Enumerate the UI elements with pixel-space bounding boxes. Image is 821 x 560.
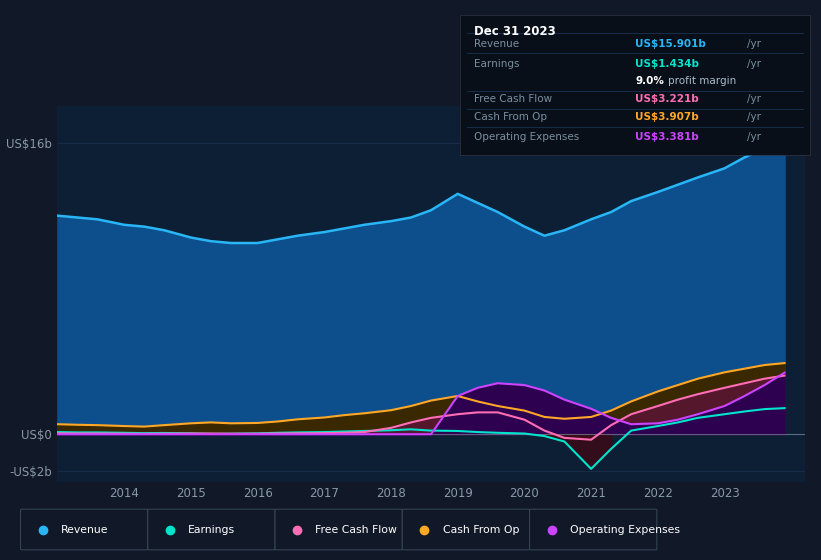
Text: US$1.434b: US$1.434b	[635, 59, 699, 69]
Text: Operating Expenses: Operating Expenses	[570, 525, 680, 534]
FancyBboxPatch shape	[275, 509, 402, 550]
Text: Dec 31 2023: Dec 31 2023	[474, 25, 556, 38]
Text: Revenue: Revenue	[474, 39, 519, 49]
FancyBboxPatch shape	[21, 509, 148, 550]
Text: /yr: /yr	[747, 132, 761, 142]
Text: Cash From Op: Cash From Op	[474, 112, 547, 122]
Text: Earnings: Earnings	[474, 59, 520, 69]
FancyBboxPatch shape	[402, 509, 530, 550]
FancyBboxPatch shape	[530, 509, 657, 550]
Text: Earnings: Earnings	[188, 525, 235, 534]
Text: /yr: /yr	[747, 94, 761, 104]
Text: US$3.907b: US$3.907b	[635, 112, 699, 122]
FancyBboxPatch shape	[148, 509, 275, 550]
Text: US$3.221b: US$3.221b	[635, 94, 699, 104]
Text: US$3.381b: US$3.381b	[635, 132, 699, 142]
Text: /yr: /yr	[747, 59, 761, 69]
Text: Operating Expenses: Operating Expenses	[474, 132, 580, 142]
Text: Free Cash Flow: Free Cash Flow	[474, 94, 553, 104]
Text: 9.0%: 9.0%	[635, 76, 664, 86]
Text: /yr: /yr	[747, 112, 761, 122]
Text: Revenue: Revenue	[61, 525, 108, 534]
Text: Free Cash Flow: Free Cash Flow	[315, 525, 397, 534]
Text: Cash From Op: Cash From Op	[443, 525, 519, 534]
Text: profit margin: profit margin	[668, 76, 736, 86]
Text: US$15.901b: US$15.901b	[635, 39, 706, 49]
Text: /yr: /yr	[747, 39, 761, 49]
